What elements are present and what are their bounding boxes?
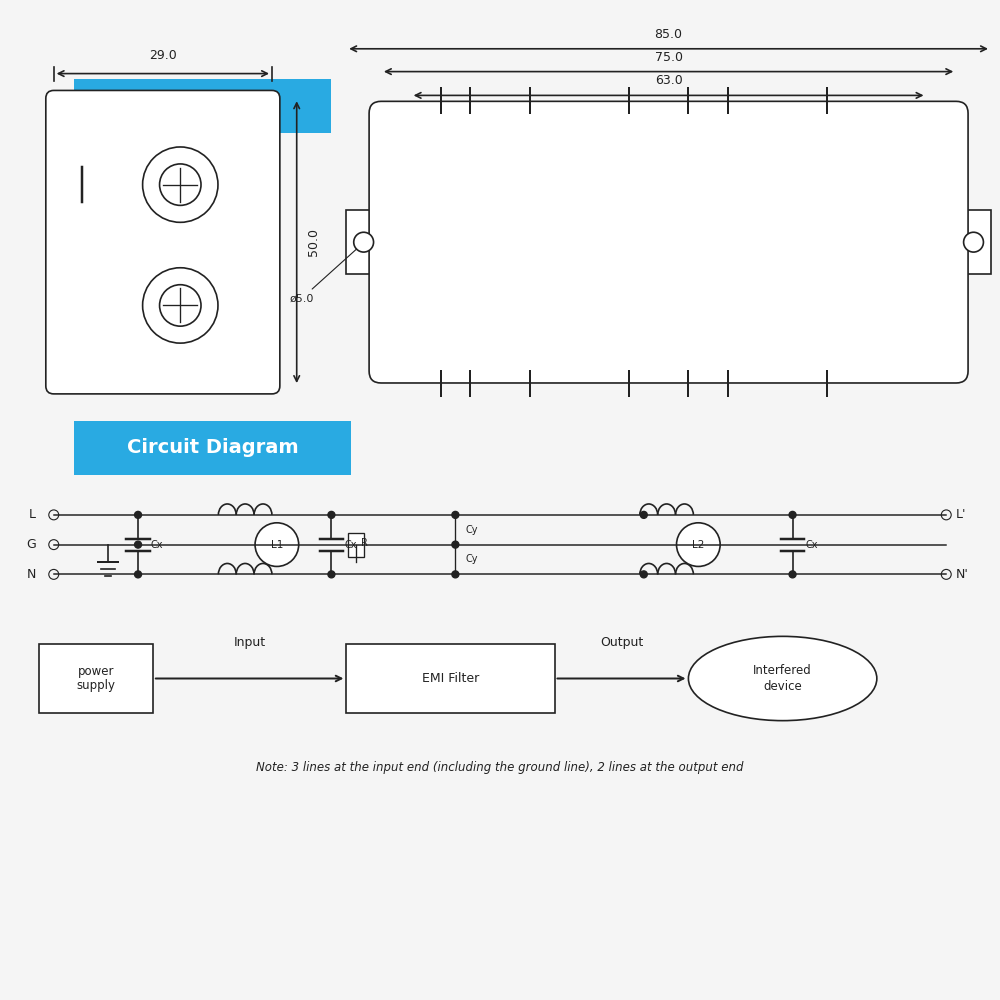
FancyBboxPatch shape (346, 644, 555, 713)
Text: 29.0: 29.0 (149, 49, 177, 62)
Circle shape (640, 511, 647, 518)
Text: N: N (27, 568, 36, 581)
Circle shape (328, 571, 335, 578)
Text: EMI Filter: EMI Filter (422, 672, 479, 685)
Circle shape (143, 147, 218, 222)
Text: 75.0: 75.0 (655, 51, 683, 64)
Circle shape (677, 523, 720, 566)
Text: L: L (29, 508, 36, 521)
Circle shape (354, 232, 374, 252)
Circle shape (452, 541, 459, 548)
Text: Cx: Cx (344, 540, 357, 550)
Circle shape (941, 569, 951, 579)
Circle shape (328, 511, 335, 518)
Circle shape (49, 510, 59, 520)
Text: N': N' (956, 568, 969, 581)
Circle shape (789, 571, 796, 578)
Circle shape (452, 511, 459, 518)
Bar (348, 533, 364, 557)
Text: Dimensions: Dimensions (139, 96, 266, 115)
Text: L': L' (956, 508, 967, 521)
Circle shape (789, 511, 796, 518)
Text: Cx: Cx (151, 540, 163, 550)
Text: Cy: Cy (465, 554, 478, 564)
Text: Input: Input (234, 636, 266, 649)
Ellipse shape (688, 636, 877, 721)
Text: power
supply: power supply (76, 664, 115, 692)
Text: ø5.0: ø5.0 (289, 249, 357, 304)
FancyBboxPatch shape (46, 90, 280, 394)
Text: R: R (361, 538, 368, 548)
Circle shape (452, 571, 459, 578)
Circle shape (135, 571, 142, 578)
Circle shape (135, 541, 142, 548)
Circle shape (640, 571, 647, 578)
FancyBboxPatch shape (369, 101, 968, 383)
Text: 63.0: 63.0 (655, 74, 682, 87)
Text: Output: Output (600, 636, 643, 649)
FancyBboxPatch shape (74, 79, 331, 133)
FancyBboxPatch shape (346, 210, 381, 274)
FancyBboxPatch shape (39, 644, 153, 713)
Circle shape (49, 569, 59, 579)
Circle shape (964, 232, 983, 252)
Text: Note: 3 lines at the input end (including the ground line), 2 lines at the outpu: Note: 3 lines at the input end (includin… (256, 761, 744, 774)
Circle shape (160, 164, 201, 205)
Circle shape (941, 510, 951, 520)
Text: G: G (26, 538, 36, 551)
Text: Cx: Cx (805, 540, 818, 550)
Text: Cy: Cy (465, 525, 478, 535)
Text: Interfered
device: Interfered device (753, 664, 812, 692)
FancyBboxPatch shape (956, 210, 991, 274)
Circle shape (49, 540, 59, 550)
Circle shape (143, 268, 218, 343)
Circle shape (255, 523, 299, 566)
FancyBboxPatch shape (74, 421, 351, 475)
Text: Circuit Diagram: Circuit Diagram (127, 438, 298, 457)
Circle shape (135, 511, 142, 518)
Text: 85.0: 85.0 (655, 28, 683, 41)
Circle shape (160, 285, 201, 326)
Text: L2: L2 (692, 540, 705, 550)
Text: 50.0: 50.0 (307, 228, 320, 256)
Text: L1: L1 (271, 540, 283, 550)
